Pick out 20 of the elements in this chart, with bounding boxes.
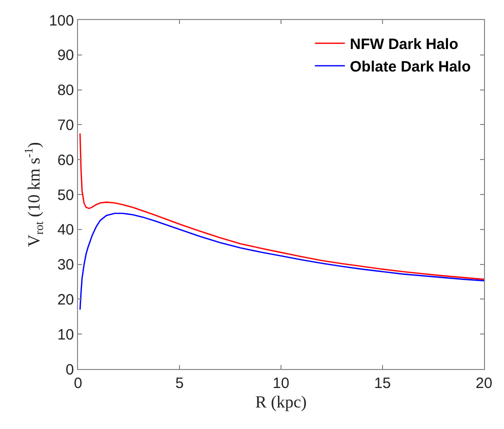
line-series <box>79 212 484 310</box>
x-tick-label: 10 <box>272 375 290 392</box>
y-tick-label: 80 <box>57 82 74 100</box>
y-tick-label: 60 <box>57 152 74 169</box>
x-tick-label: 20 <box>476 375 492 392</box>
y-tick-label: 100 <box>48 12 74 30</box>
y-tick-label: 0 <box>66 361 74 378</box>
x-axis-title: R (kpc) <box>255 392 307 412</box>
line-series <box>79 132 484 280</box>
y-tick-label: 40 <box>57 222 74 239</box>
y-tick-label: 70 <box>57 116 74 134</box>
y-tick-label: 50 <box>57 186 74 204</box>
x-tick-label: 15 <box>374 375 391 392</box>
y-tick-label: 30 <box>57 256 74 274</box>
y-tick-label: 90 <box>57 47 74 64</box>
legend-label: NFW Dark Halo <box>350 36 458 54</box>
y-tick-label: 20 <box>57 291 74 308</box>
y-tick-label: 10 <box>57 326 74 344</box>
x-tick-label: 5 <box>175 375 184 392</box>
legend-label: Oblate Dark Halo <box>350 58 471 76</box>
